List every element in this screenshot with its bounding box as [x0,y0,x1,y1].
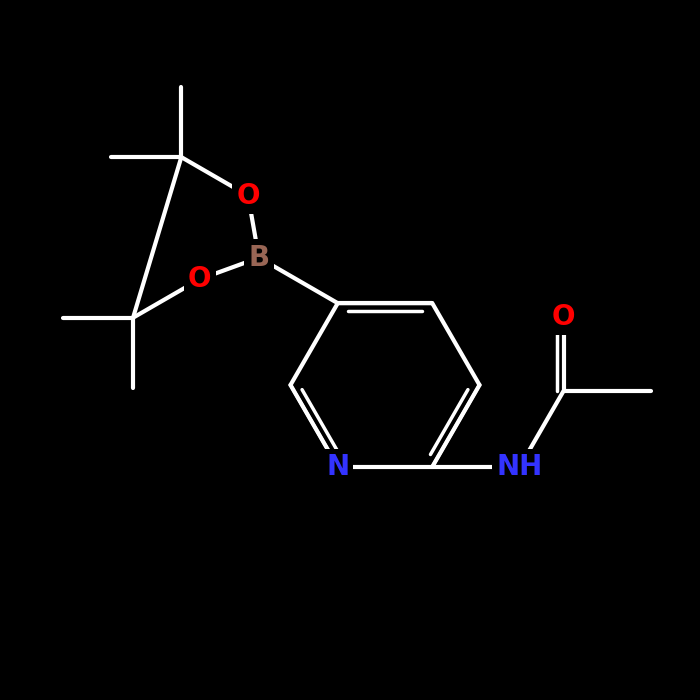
Text: O: O [237,181,260,209]
Text: O: O [552,302,575,330]
Text: O: O [188,265,211,293]
Text: B: B [248,244,270,272]
Text: NH: NH [496,453,543,481]
Text: N: N [326,453,349,481]
